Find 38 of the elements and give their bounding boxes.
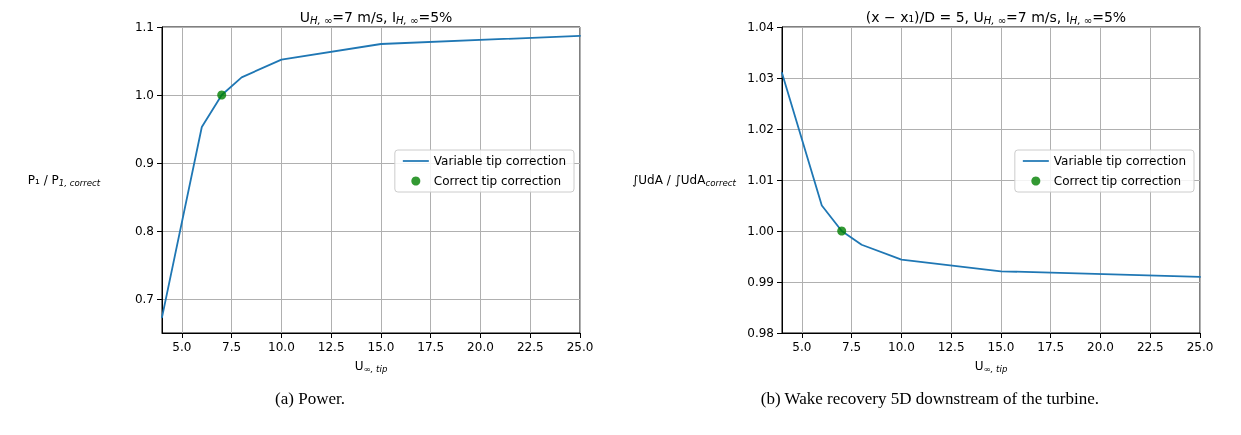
x-tick-label: 10.0 — [268, 340, 295, 354]
x-tick-label: 12.5 — [937, 340, 965, 354]
y-tick-label: 1.00 — [747, 224, 774, 238]
y-tick-label: 1.03 — [747, 71, 774, 85]
y-tick-label: 1.01 — [747, 173, 774, 187]
y-tick-label: 1.04 — [747, 20, 774, 34]
text: (b) Wake recovery 5D downstream of the turbine. — [760, 389, 1099, 408]
x-tick-label: 17.5 — [417, 340, 445, 354]
text: (a) Power. — [275, 389, 345, 408]
legend-label: Correct tip correction — [1053, 174, 1182, 188]
x-tick-label: 17.5 — [1037, 340, 1065, 354]
line-series — [161, 34, 581, 319]
x-tick-label: 20.0 — [1087, 340, 1114, 354]
x-tick-label: 5.0 — [792, 340, 812, 354]
x-tick-label: 15.0 — [987, 340, 1015, 354]
legend-label: Variable tip correction — [433, 154, 566, 168]
y-tick-label: 1.0 — [134, 88, 154, 102]
x-tick-label: 25.0 — [566, 340, 594, 354]
x-tick-label: 22.5 — [1136, 340, 1164, 354]
legend-label: Correct tip correction — [433, 174, 562, 188]
y-tick-label: 0.7 — [134, 292, 154, 306]
x-tick-label: 22.5 — [516, 340, 544, 354]
x-tick-label: 7.5 — [842, 340, 862, 354]
x-tick-label: 25.0 — [1186, 340, 1214, 354]
x-tick-label: 7.5 — [222, 340, 242, 354]
x-tick-label: 20.0 — [467, 340, 494, 354]
line-series — [781, 72, 1201, 278]
y-tick-label: 0.99 — [747, 275, 774, 289]
y-tick-label: 0.8 — [134, 224, 154, 238]
y-tick-label: 0.9 — [134, 156, 154, 170]
legend-label: Variable tip correction — [1053, 154, 1186, 168]
y-tick-label: 1.1 — [134, 20, 154, 34]
x-tick-label: 15.0 — [367, 340, 395, 354]
y-tick-label: 0.98 — [747, 326, 774, 340]
x-tick-label: 10.0 — [888, 340, 915, 354]
x-tick-label: 5.0 — [172, 340, 192, 354]
x-tick-label: 12.5 — [317, 340, 345, 354]
y-tick-label: 1.02 — [747, 122, 774, 136]
